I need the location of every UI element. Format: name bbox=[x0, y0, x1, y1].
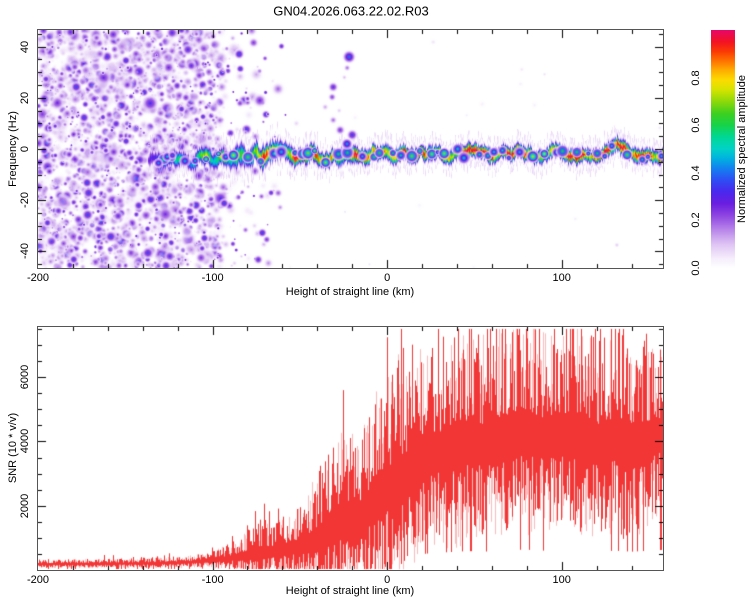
spectrogram-y-tick-label: -40 bbox=[19, 243, 31, 260]
snr-y-tick-label: 4000 bbox=[19, 429, 31, 454]
colorbar-tick-label: 0.2 bbox=[690, 212, 702, 229]
figure-title: GN04.2026.063.22.02.R03 bbox=[273, 3, 429, 19]
spectrogram-canvas bbox=[38, 30, 663, 268]
colorbar bbox=[711, 30, 735, 268]
spectrogram-x-tick-label: -100 bbox=[201, 272, 224, 284]
spectrogram-y-tick-label: 0 bbox=[19, 145, 31, 153]
spectrogram-x-tick-label: -200 bbox=[26, 272, 50, 284]
spectrogram-panel bbox=[37, 29, 664, 269]
colorbar-label: Normalized spectral amplitude bbox=[736, 75, 748, 223]
colorbar-tick-label: 0.6 bbox=[690, 117, 702, 133]
colorbar-tick-label: 0.4 bbox=[690, 165, 702, 181]
spectrogram-y-tick-label: 20 bbox=[19, 91, 31, 104]
snr-x-tick-label: -200 bbox=[26, 574, 50, 586]
snr-x-tick-label: 0 bbox=[384, 574, 391, 586]
spectrogram-x-tick-label: 100 bbox=[552, 272, 571, 284]
snr-x-tick-label: 100 bbox=[552, 574, 571, 586]
spectrogram-xaxis-label: Height of straight line (km) bbox=[285, 286, 415, 298]
colorbar-tick-label: 0.8 bbox=[690, 69, 702, 86]
colorbar-tick-label: 0.0 bbox=[690, 260, 702, 276]
snr-yaxis-label: SNR (10 * v/v) bbox=[7, 412, 19, 484]
spectrogram-x-tick-label: 0 bbox=[384, 272, 391, 284]
spectrogram-y-tick-label: 40 bbox=[19, 40, 31, 53]
snr-panel bbox=[37, 326, 664, 571]
snr-canvas bbox=[38, 327, 663, 570]
spectrogram-yaxis-label: Frequency (Hz) bbox=[7, 111, 19, 187]
snr-x-tick-label: -100 bbox=[201, 574, 224, 586]
snr-xaxis-label: Height of straight line (km) bbox=[285, 585, 415, 597]
spectrogram-y-tick-label: -20 bbox=[19, 192, 31, 209]
snr-y-tick-label: 2000 bbox=[19, 493, 31, 518]
snr-y-tick-label: 6000 bbox=[19, 364, 31, 390]
